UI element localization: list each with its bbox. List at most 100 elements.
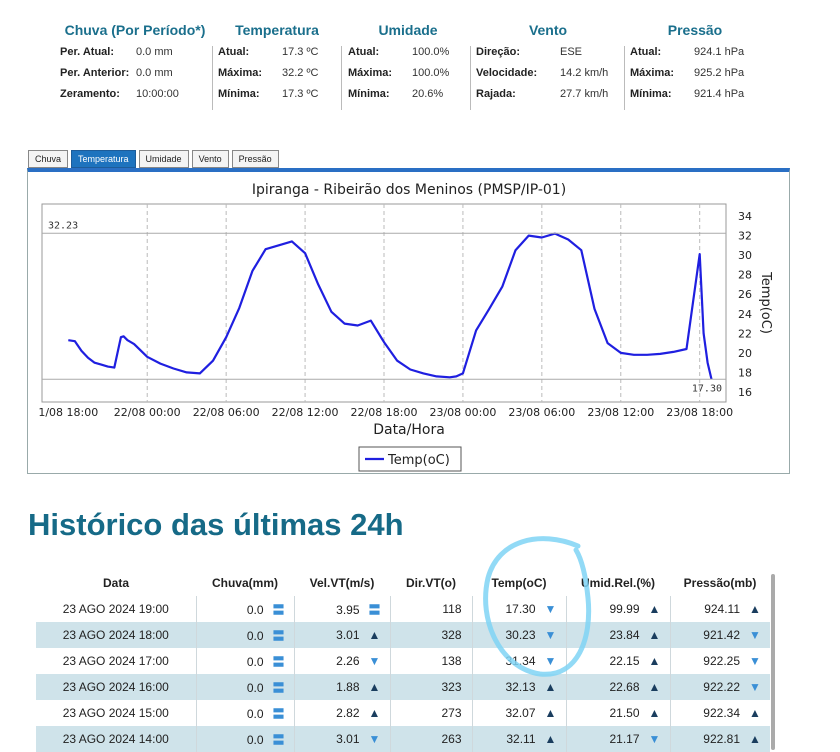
summary-value: 0.0 mm: [136, 67, 173, 79]
x-tick-label: 23/08 18:00: [666, 406, 733, 419]
cell-temp-value: 30.23: [505, 628, 536, 642]
history-table: Data Chuva(mm) Vel.VT(m/s) Dir.VT(o) Tem…: [36, 570, 770, 752]
arrow-up-icon: ▲: [544, 706, 557, 720]
scrollbar[interactable]: [771, 574, 775, 750]
cell-chuva-value: 0.0: [246, 680, 264, 695]
history-title: Histórico das últimas 24h: [28, 507, 404, 542]
y-tick-label: 20: [738, 347, 752, 360]
x-tick-label: 1/08 18:00: [38, 406, 98, 419]
arrow-down-icon: ▼: [368, 732, 381, 746]
tab-umidade[interactable]: Umidade: [138, 150, 189, 168]
summary-value: 100.0%: [412, 67, 450, 79]
summary-label: Zeramento:: [60, 88, 120, 100]
cell-umid: 22.68 ▲: [565, 674, 670, 700]
cell-data-value: 23 AGO 2024 18:00: [62, 628, 169, 642]
chart-legend: Temp(oC): [358, 446, 462, 472]
cell-dir-value: 323: [441, 680, 462, 694]
arrow-up-icon: ▲: [749, 732, 761, 746]
summary-label: Atual:: [348, 46, 380, 58]
equal-icon: 〓: [272, 602, 285, 617]
summary-value: 924.1 hPa: [694, 46, 745, 58]
cell-pressao-value: 924.11: [704, 602, 740, 616]
arrow-down-icon: ▼: [544, 654, 557, 668]
cell-chuva-value: 0.0: [246, 654, 264, 669]
cell-chuva-value: 0.0: [246, 628, 264, 643]
summary-value: 17.3 ºC: [282, 88, 319, 100]
summary-label: Mínima:: [218, 88, 260, 100]
arrow-up-icon: ▲: [749, 602, 761, 616]
summary-divider: [470, 46, 471, 110]
summary-temperatura-title: Temperatura: [235, 22, 319, 38]
x-tick-label: 22/08 06:00: [193, 406, 260, 419]
summary-value: 32.2 ºC: [282, 67, 319, 79]
tab-pressao[interactable]: Pressão: [231, 150, 279, 168]
summary-label: Máxima:: [630, 67, 675, 79]
cell-temp: 32.07 ▲: [471, 700, 566, 726]
summary-divider: [341, 46, 342, 110]
tab-vento[interactable]: Vento: [191, 150, 229, 168]
cell-umid-value: 22.68: [609, 680, 640, 694]
summary-label: Direção:: [476, 46, 521, 58]
cell-vel: 3.01 ▼: [293, 726, 390, 752]
arrow-up-icon: ▲: [648, 628, 661, 642]
table-header-row: Data Chuva(mm) Vel.VT(m/s) Dir.VT(o) Tem…: [36, 570, 770, 596]
equal-icon: 〓: [272, 732, 285, 747]
cell-dir: 138: [389, 648, 472, 674]
cell-data-value: 23 AGO 2024 19:00: [62, 602, 169, 616]
arrow-up-icon: ▲: [648, 706, 661, 720]
summary-value: 20.6%: [412, 88, 444, 100]
summary-pressao: Pressão Atual: 924.1 hPa Máxima: 925.2 hPa…: [630, 18, 760, 105]
table-row: 23 AGO 2024 14:00 0.0 〓 3.01 ▼ 263 32.11 ▲ 21.17…: [36, 726, 770, 752]
chart-canvas: Ipiranga - Ribeirão dos Meninos (PMSP/IP…: [38, 182, 773, 472]
summary-umidade: Umidade Atual: 100.0% Máxima: 100.0% Mínim…: [348, 18, 468, 105]
series-line-temp: [68, 232, 713, 380]
col-header-data: Data: [102, 576, 129, 590]
cell-chuva-value: 0.0: [246, 706, 264, 721]
x-tick-label: 22/08 18:00: [351, 406, 418, 419]
x-tick-label: 22/08 00:00: [114, 406, 181, 419]
cell-data: 23 AGO 2024 17:00: [36, 648, 196, 674]
cell-vel-value: 2.26: [336, 654, 360, 668]
equal-icon: 〓: [272, 706, 285, 721]
cell-temp-value: 31.34: [505, 654, 536, 668]
cell-dir-value: 263: [441, 732, 462, 746]
arrow-up-icon: ▲: [544, 732, 557, 746]
cell-chuva: 0.0 〓: [195, 700, 294, 726]
cell-vel: 3.01 ▲: [293, 622, 390, 648]
cell-dir: 273: [389, 700, 472, 726]
summary-label: Rajada:: [476, 88, 516, 100]
tab-temperatura[interactable]: Temperatura: [71, 150, 136, 168]
cell-dir: 323: [389, 674, 472, 700]
summary-label: Per. Anterior:: [60, 67, 130, 79]
cell-vel-value: 3.95: [336, 602, 360, 617]
tab-chuva[interactable]: Chuva: [28, 150, 69, 168]
arrow-up-icon: ▲: [368, 628, 381, 642]
arrow-down-icon: ▼: [544, 628, 557, 642]
chart-tabs: Chuva Temperatura Umidade Vento Pressão: [28, 150, 282, 168]
summary-chuva: Chuva (Por Período*) Per. Atual: 0.0 mm P…: [60, 18, 210, 105]
summary-value: 100.0%: [412, 46, 450, 58]
cell-chuva: 0.0 〓: [195, 674, 294, 700]
col-header-vel: Vel.VT(m/s): [309, 576, 375, 590]
y-tick-label: 18: [738, 366, 752, 379]
table-row: 23 AGO 2024 15:00 0.0 〓 2.82 ▲ 273 32.07 ▲ 21.50…: [36, 700, 770, 726]
arrow-down-icon: ▼: [544, 602, 557, 616]
summary-label: Per. Atual:: [60, 46, 114, 58]
summary-label: Máxima:: [218, 67, 263, 79]
cell-pressao-value: 922.34: [703, 706, 740, 720]
cell-vel: 2.82 ▲: [293, 700, 390, 726]
cell-pressao-value: 922.81: [703, 732, 740, 746]
cell-pressao: 924.11 ▲: [669, 596, 770, 622]
cell-pressao: 921.42 ▼: [669, 622, 770, 648]
summary-umidade-title: Umidade: [378, 22, 438, 38]
cell-temp-value: 32.11: [506, 732, 536, 746]
cell-umid-value: 21.17: [609, 732, 640, 746]
arrow-up-icon: ▲: [368, 680, 381, 694]
table-row: 23 AGO 2024 17:00 0.0 〓 2.26 ▼ 138 31.34 ▼ 22.15…: [36, 648, 770, 674]
cell-data: 23 AGO 2024 19:00: [36, 596, 196, 622]
cell-chuva: 0.0 〓: [195, 622, 294, 648]
arrow-down-icon: ▼: [749, 628, 761, 642]
max-value-label: 32.23: [48, 220, 78, 231]
cell-temp-value: 17.30: [505, 602, 536, 616]
x-tick-label: 23/08 00:00: [429, 406, 496, 419]
